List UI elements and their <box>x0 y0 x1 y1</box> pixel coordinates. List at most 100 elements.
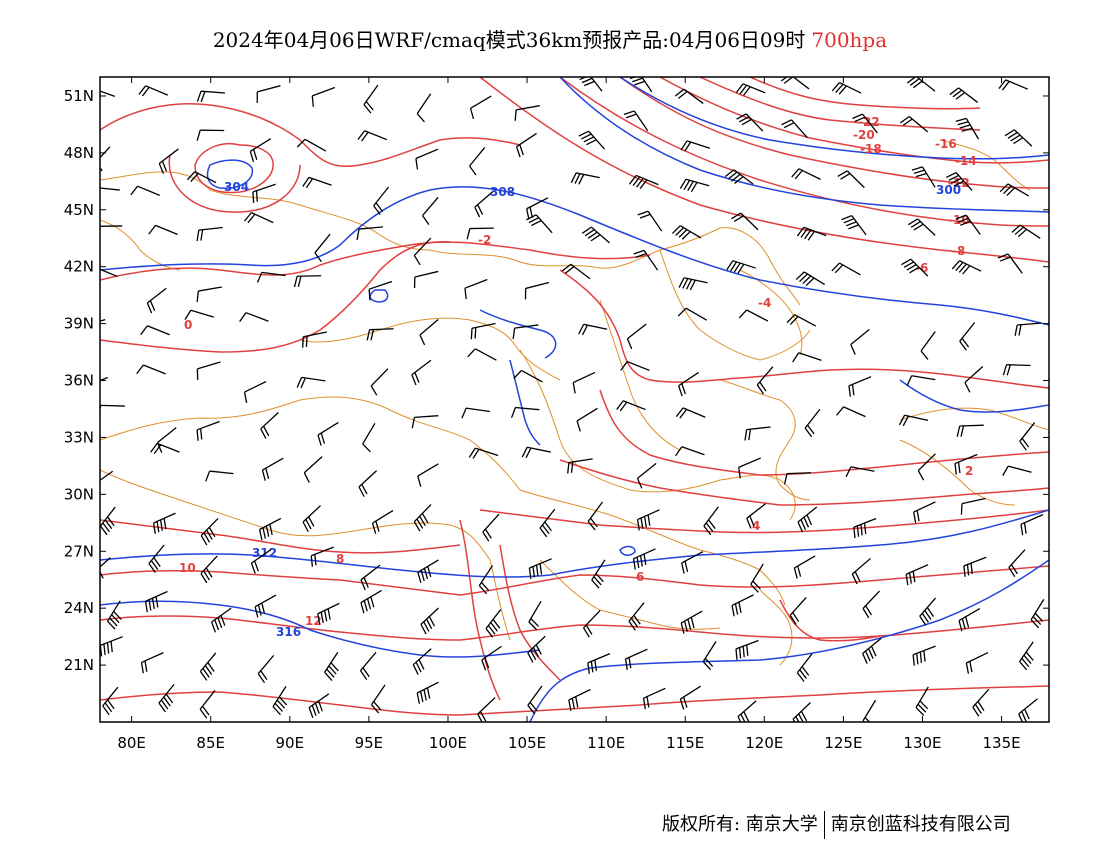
wind-barb-flag <box>845 466 852 478</box>
wind-barb-shaft <box>194 171 217 184</box>
wind-barb <box>156 427 177 453</box>
wind-barb-flag <box>803 516 810 528</box>
lat-tick-label: 30N <box>64 485 94 503</box>
wind-barb-flag <box>628 620 636 631</box>
wind-barb <box>958 607 981 632</box>
wind-barb-flag <box>200 91 206 103</box>
wind-barb-shaft <box>746 309 769 322</box>
wind-barb-flag <box>1020 524 1024 536</box>
wind-barb-shaft <box>100 404 125 407</box>
wind-barb <box>416 93 432 123</box>
wind-barb <box>358 470 378 497</box>
wind-barb-flag <box>912 80 923 89</box>
wind-barb-shaft <box>413 237 432 256</box>
wind-barb-shaft <box>1005 79 1029 90</box>
wind-barb-shaft <box>198 226 223 231</box>
wind-barb <box>360 564 381 591</box>
wind-barb-flag <box>679 698 685 710</box>
wind-barb-flag <box>190 172 199 182</box>
wind-barb-flag <box>959 340 967 351</box>
wind-barb-shaft <box>792 702 811 720</box>
wind-barb-shaft <box>100 470 114 482</box>
wind-barb-shaft <box>358 470 378 488</box>
wind-barb-flag <box>902 118 913 126</box>
wind-barb-flag <box>418 659 425 670</box>
wind-barb-flag <box>327 608 331 620</box>
wind-barb-flag <box>951 260 961 270</box>
wind-barb <box>633 249 659 271</box>
wind-barb <box>140 325 170 336</box>
wind-barb-shaft <box>521 369 543 383</box>
wind-barb-flag <box>802 275 812 285</box>
wind-barb-flag <box>256 272 263 283</box>
wind-barb-flag <box>419 515 426 527</box>
wind-barb <box>308 693 330 719</box>
wind-barb-flag <box>805 277 815 287</box>
wind-barb-flag <box>705 522 714 533</box>
wind-barb-flag <box>324 610 328 622</box>
wind-barb-flag <box>736 113 747 120</box>
wind-barb-shaft <box>360 564 381 581</box>
wind-barb-flag <box>416 518 424 529</box>
wind-barb <box>1011 224 1041 239</box>
wind-barb-shaft <box>678 371 700 387</box>
wind-barb-flag <box>515 146 521 158</box>
wind-barb-shaft <box>158 683 175 704</box>
wind-barb-flag <box>836 406 845 416</box>
wind-barb-flag <box>970 563 973 575</box>
wind-barb-flag <box>965 662 970 674</box>
wind-barb-flag <box>799 273 808 283</box>
temp-label: -8 <box>952 244 965 258</box>
wind-barb-flag <box>578 130 589 137</box>
wind-barb-flag <box>921 612 929 623</box>
wind-barb <box>591 559 606 589</box>
wind-barb-flag <box>205 567 213 578</box>
wind-barb-flag <box>756 384 765 395</box>
wind-barb-shaft <box>862 637 882 655</box>
wind-barb-shaft <box>1008 465 1032 473</box>
wind-barb-flag <box>243 391 248 403</box>
wind-barb <box>915 686 929 716</box>
wind-barb <box>261 457 284 481</box>
wind-barb <box>678 371 700 397</box>
wind-barb-flag <box>620 361 628 371</box>
wind-barb <box>1019 641 1034 671</box>
wind-barb-shaft <box>516 132 537 148</box>
wind-barb-flag <box>423 689 427 701</box>
wind-barb-shaft <box>413 504 432 523</box>
wind-barb-flag <box>735 83 744 93</box>
wind-barb-flag <box>368 289 371 301</box>
wind-barb <box>731 594 754 617</box>
wind-barb-flag <box>739 84 748 95</box>
wind-barb-flag <box>957 217 969 223</box>
wind-barb-flag <box>481 659 487 671</box>
wind-barb-shaft <box>964 366 984 383</box>
lat-tick-label: 24N <box>64 599 94 617</box>
wind-barb-flag <box>636 557 640 569</box>
wind-barb-flag <box>527 704 536 715</box>
wind-barb <box>905 564 929 586</box>
wind-barb <box>317 602 340 625</box>
wind-barb-flag <box>136 364 144 375</box>
wind-barb-flag <box>854 116 866 123</box>
wind-barb-flag <box>305 178 314 189</box>
wind-barb <box>724 169 754 185</box>
wind-barb-flag <box>674 88 685 97</box>
wind-barb <box>100 636 123 657</box>
wind-barb-flag <box>360 602 365 614</box>
wind-barb <box>200 555 218 584</box>
wind-barb-shaft <box>147 325 170 336</box>
wind-barb-flag <box>104 702 113 713</box>
wind-barb-shaft <box>633 110 649 132</box>
wind-barb-flag <box>144 660 148 672</box>
wind-barb <box>100 187 120 191</box>
wind-barb-shaft <box>373 186 390 207</box>
wind-barb-flag <box>957 121 969 126</box>
wind-barb-flag <box>423 621 430 632</box>
wind-barb <box>528 600 542 631</box>
wind-barb <box>254 594 277 618</box>
wind-barb-flag <box>852 113 863 120</box>
wind-barb-shaft <box>308 693 330 709</box>
wind-barb-shaft <box>261 271 286 277</box>
wind-barb-flag <box>744 429 748 441</box>
